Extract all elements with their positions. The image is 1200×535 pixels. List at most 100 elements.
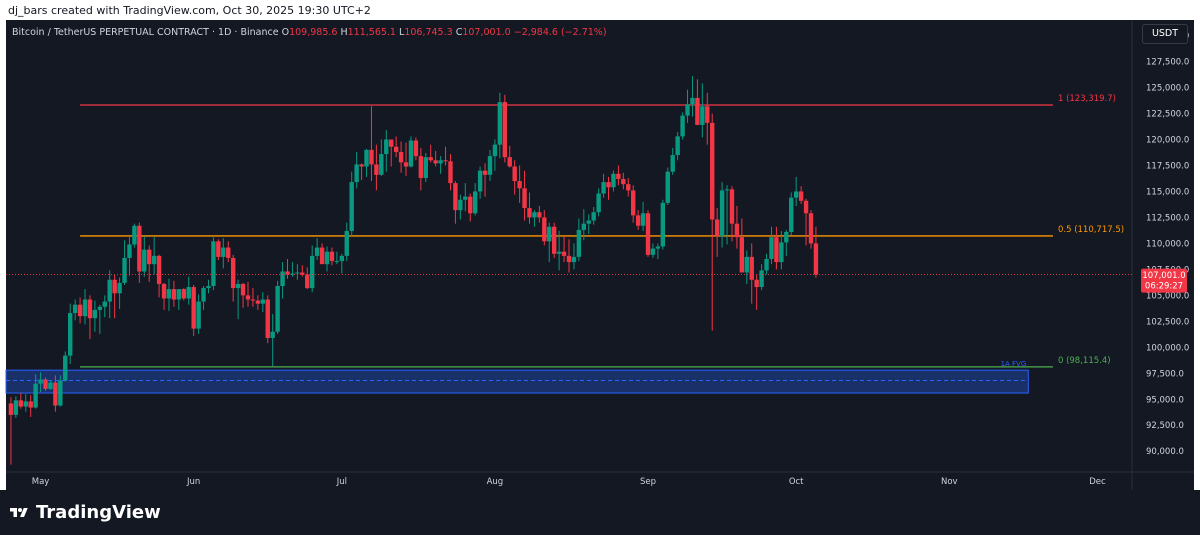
candle-body: [161, 283, 167, 299]
candle-body: [300, 272, 305, 275]
candle-body: [156, 255, 162, 284]
y-tick-label: 115,000.0: [1146, 187, 1189, 197]
candle-body: [285, 271, 290, 275]
candle-body: [591, 212, 596, 221]
candle-body: [443, 160, 448, 162]
y-tick-label: 122,500.0: [1146, 110, 1189, 120]
candle-body: [581, 223, 587, 230]
candle-body: [779, 242, 784, 263]
candle-body: [537, 212, 542, 218]
candle-body: [63, 355, 68, 381]
candle-body: [744, 256, 749, 273]
candle-body: [389, 139, 394, 147]
open-label: O: [281, 27, 290, 38]
candle-body: [58, 380, 63, 406]
close-label: C: [455, 27, 463, 38]
candle-body: [151, 255, 157, 265]
candle-body: [166, 289, 172, 299]
candle-body: [571, 256, 577, 263]
candle-body: [542, 217, 547, 242]
candle-body: [448, 161, 453, 184]
credit-text: dj_bars created with TradingView.com, Oc…: [8, 4, 371, 17]
symbol-info: Bitcoin / TetherUS PERPETUAL CONTRACT · …: [12, 27, 607, 38]
candle-body: [700, 106, 705, 125]
candle-body: [660, 202, 666, 247]
candle-body: [714, 219, 720, 237]
candle-body: [142, 249, 147, 272]
candle-body: [512, 166, 517, 182]
candle-body: [710, 122, 715, 220]
candle-body: [176, 289, 182, 300]
candle-body: [295, 272, 300, 274]
candle-body: [705, 106, 710, 123]
candle-body: [413, 140, 419, 157]
candle-body: [433, 160, 438, 164]
tradingview-logo[interactable]: TradingView: [8, 502, 161, 523]
candle-body: [72, 304, 78, 314]
candle-body: [640, 213, 646, 226]
candle-body: [527, 208, 532, 218]
credit-bar: dj_bars created with TradingView.com, Oc…: [0, 0, 1200, 20]
candle-body: [117, 282, 122, 294]
price-tag-countdown: 06:29:27: [1145, 282, 1183, 292]
y-tick-label: 120,000.0: [1146, 135, 1189, 145]
y-tick-label: 97,500.0: [1146, 369, 1184, 379]
candle-body: [245, 295, 251, 300]
candle-body: [324, 251, 330, 265]
footer-bar: [0, 490, 1200, 535]
close-value: 107,001.0: [462, 27, 511, 38]
x-tick-label: Jun: [186, 477, 200, 487]
y-tick-label: 92,500.0: [1146, 421, 1184, 431]
candle-body: [463, 196, 468, 200]
fib-label: 0.5 (110,717.5): [1058, 225, 1124, 235]
candle-body: [13, 400, 19, 415]
candle-body: [759, 270, 764, 288]
fvg-label: 1A FVG: [1001, 360, 1027, 368]
candle-body: [349, 182, 354, 231]
candle-body: [171, 289, 177, 300]
tradingview-logo-icon: [10, 507, 28, 517]
candle-body: [270, 331, 275, 338]
candle-body: [344, 230, 349, 256]
candle-body: [186, 287, 191, 299]
candle-body: [18, 400, 24, 407]
candle-body: [280, 271, 285, 287]
y-tick-label: 117,500.0: [1146, 161, 1189, 171]
low-value: 106,745.3: [404, 27, 453, 38]
candle-body: [97, 306, 103, 310]
symbol-title: Bitcoin / TetherUS PERPETUAL CONTRACT · …: [12, 27, 279, 38]
candle-body: [556, 251, 562, 254]
candle-body: [82, 299, 88, 317]
candle-body: [789, 197, 794, 232]
candle-body: [423, 157, 428, 178]
candle-body: [670, 155, 675, 172]
candle-body: [28, 401, 33, 408]
candle-body: [477, 170, 483, 192]
candle-body: [547, 226, 552, 242]
candle-body: [329, 251, 335, 262]
candle-body: [374, 164, 379, 175]
currency-button[interactable]: USDT: [1142, 24, 1188, 44]
brand-name: TradingView: [36, 502, 161, 523]
candle-body: [334, 261, 340, 263]
candle-body: [631, 190, 636, 216]
candle-body: [576, 229, 582, 257]
x-tick-label: May: [32, 477, 50, 487]
candle-body: [369, 149, 374, 165]
candle-body: [191, 287, 196, 329]
candle-body: [502, 102, 507, 158]
chart-panel[interactable]: [6, 20, 1194, 490]
candle-body: [468, 196, 473, 214]
candle-body: [305, 274, 310, 289]
candle-body: [586, 220, 591, 224]
candle-body: [68, 313, 73, 356]
candle-body: [774, 237, 779, 263]
candle-body: [635, 215, 641, 226]
candle-body: [211, 241, 216, 287]
y-tick-label: 100,000.0: [1146, 343, 1189, 353]
candle-body: [43, 379, 48, 389]
candle-body: [813, 243, 819, 275]
high-label: H: [340, 27, 348, 38]
candle-body: [621, 178, 626, 185]
